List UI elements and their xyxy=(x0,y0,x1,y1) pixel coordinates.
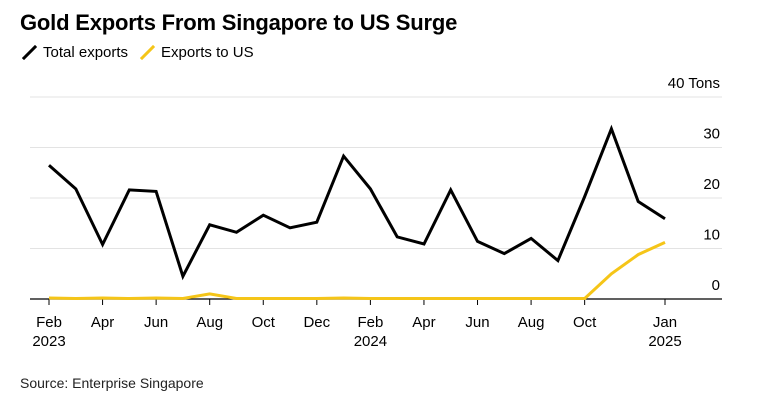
legend-swatch-total-exports-icon xyxy=(22,45,37,60)
source-note: Source: Enterprise Singapore xyxy=(20,375,204,391)
legend-item-exports-to-us: Exports to US xyxy=(140,44,254,61)
y-tick-label: 10 xyxy=(703,227,720,244)
series-line-total-exports xyxy=(48,124,666,281)
legend: Total exports Exports to US xyxy=(22,44,266,61)
legend-label-total-exports: Total exports xyxy=(43,44,129,61)
y-tick-label: 30 xyxy=(703,126,720,143)
x-tick-label: Aug xyxy=(518,314,545,331)
x-tick-label: Jun xyxy=(144,314,168,331)
x-tick-year-label: 2025 xyxy=(648,333,681,350)
x-axis-ticks: Feb 2023 Apr Jun Aug Oct Dec Feb 2024 Apr Jun Aug Oc… xyxy=(32,299,682,350)
y-tick-label: 40 Tons xyxy=(668,75,720,92)
legend-item-total-exports: Total exports xyxy=(22,44,128,61)
x-tick-label: Dec xyxy=(303,314,330,331)
y-tick-label: 0 xyxy=(712,277,720,294)
chart-title: Gold Exports From Singapore to US Surge xyxy=(20,10,458,35)
y-tick-label: 20 xyxy=(703,176,720,193)
series-line-exports-to-us xyxy=(48,241,666,301)
x-tick-label: Jan xyxy=(653,314,677,331)
x-tick-label: Aug xyxy=(196,314,223,331)
x-tick-label: Jun xyxy=(465,314,489,331)
x-tick-label: Oct xyxy=(573,314,597,331)
y-axis-ticks: 0 10 20 30 40 Tons xyxy=(668,75,720,294)
x-tick-year-label: 2024 xyxy=(354,333,387,350)
legend-swatch-exports-to-us-icon xyxy=(140,45,156,60)
series-lines xyxy=(48,124,666,301)
x-tick-label: Apr xyxy=(91,314,114,331)
x-tick-label: Apr xyxy=(412,314,435,331)
legend-label-exports-to-us: Exports to US xyxy=(161,44,254,61)
x-tick-year-label: 2023 xyxy=(32,333,65,350)
x-tick-label: Feb xyxy=(36,314,62,331)
x-tick-label: Feb xyxy=(357,314,383,331)
x-tick-label: Oct xyxy=(252,314,276,331)
